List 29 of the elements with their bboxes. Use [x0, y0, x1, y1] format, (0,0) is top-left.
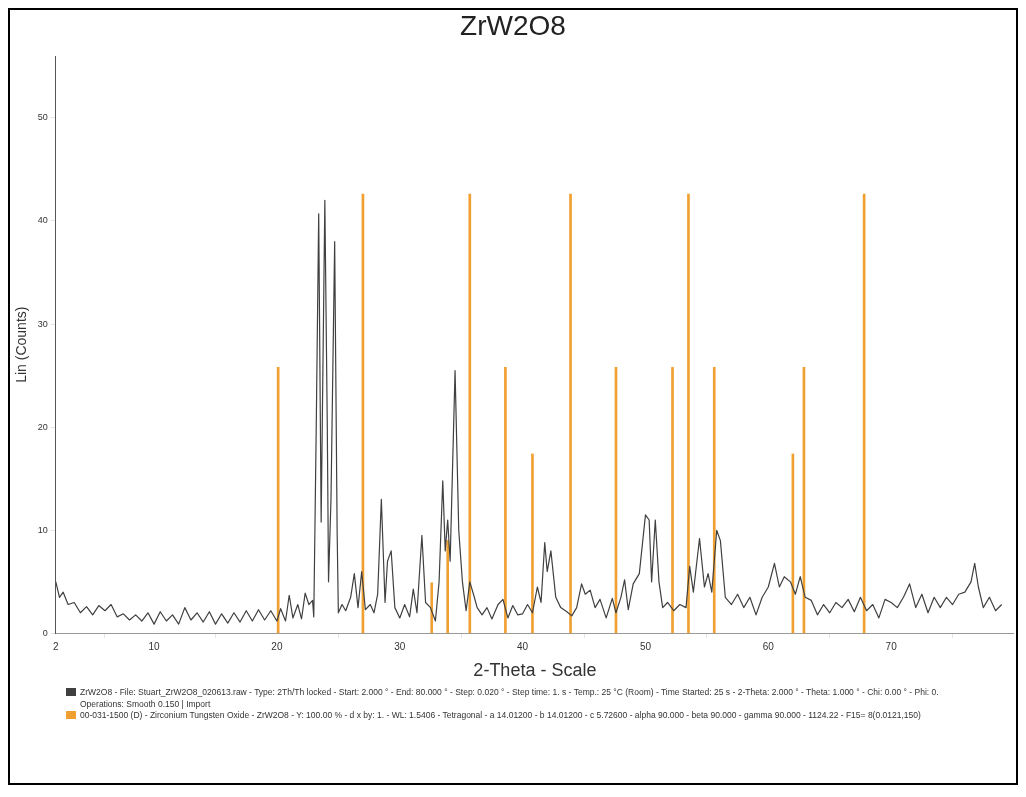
x-tick-label: 50: [639, 641, 652, 653]
y-tick-label: 30: [37, 318, 48, 329]
bar: [430, 582, 434, 634]
bar: [504, 367, 507, 634]
x-tick-label: 70: [885, 641, 898, 653]
y-axis-title: Lin (Counts): [13, 306, 30, 383]
chart-title: ZrW2O8: [459, 10, 567, 43]
bar: [468, 193, 472, 634]
x-tick-label: 10: [148, 641, 161, 653]
y-tick-label: 40: [37, 215, 48, 226]
y-tick-label: 0: [42, 627, 48, 638]
y-tick-label: 10: [37, 524, 48, 535]
y-tick-label: 50: [37, 112, 48, 123]
bar: [446, 540, 450, 634]
x-tick-label: 2: [53, 641, 60, 653]
legend-label: 00-031-1500 (D) - Zirconium Tungsten Oxide - ZrW2O8 - Y: 100.00 % - d x by: 1. - WL: 1.5406 - Tetragonal - a 14.01200 - b 14.01200 - c 5.72600 - alpha 90.000 - beta 90.000 - gamma 90.000 - 1124.22 - F15= 8(0.0121,150): [80, 709, 921, 722]
x-axis-title: 2-Theta - Scale: [473, 660, 597, 681]
x-tick-label: 30: [394, 641, 406, 653]
bar: [671, 367, 674, 634]
text: Operations: Smooth 0.150 | Import: [79, 699, 212, 709]
x-tick-label: 20: [271, 641, 283, 653]
x-tick-label: 60: [762, 641, 775, 653]
bar: [712, 367, 716, 634]
bar: [687, 193, 690, 634]
y-tick-label: 20: [37, 421, 48, 432]
bar: [531, 453, 534, 634]
bar: [569, 193, 572, 634]
legend-label: ZrW2O8 - File: Stuart_ZrW2O8_020613.raw - Type: 2Th/Th locked - Start: 2.000 ° - End: 80.000 ° - Step: 0.020 ° - Step time: 1. s - Temp.: 25 °C (Room) - Time Started: 25 s - 2-Theta: 2.000 ° - Theta: 1.000 ° - Chi: 0.00 ° - Phi: 0.: [80, 686, 939, 699]
x-tick-label: 40: [517, 641, 529, 653]
